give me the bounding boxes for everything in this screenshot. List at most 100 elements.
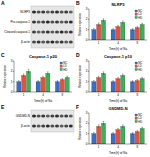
x-tick-label: 4 [42,93,44,97]
legend-entry: HD [138,120,142,124]
chart-title: Caspase-1 p20 [29,54,58,59]
error-bar [112,81,114,83]
legend-entry: HD [138,68,142,72]
y-axis-label: Relative expression [78,65,82,88]
bar [116,79,120,92]
y-axis [14,61,15,92]
error-bar [28,69,30,73]
bar [46,73,50,92]
blot-band [50,40,54,43]
blot-band [64,114,68,117]
error-bar [103,72,105,75]
x-tick-label: 8 [61,93,63,97]
legend: NCLDHD [135,113,142,123]
x-axis-label: Time(h) of Na [109,47,128,51]
legend-swatch [135,62,137,64]
x-tick-label: 1 [98,41,100,45]
bar [130,30,134,40]
blot-band [37,20,41,23]
y-tick-label: 0 [86,90,88,94]
y-tick-label: 2 [86,17,88,21]
blot-band [50,10,54,13]
error-bar [132,81,134,83]
blot-band [64,30,68,33]
blot-band [60,20,64,23]
y-tick-label: 3 [86,59,88,63]
legend-swatch [60,62,62,64]
blot-band [32,20,36,23]
y-tick-label: 3 [11,59,13,63]
blot-band [37,10,41,13]
x-axis-label: Time(h) of Na [34,99,53,103]
blot-band [46,114,50,117]
bar [140,25,144,41]
chart-title: Caspase-1 p10 [104,54,133,59]
y-tick-label: 1 [86,28,88,32]
x-axis-label: Time(h) of Na [109,99,128,103]
error-bar [117,25,119,27]
bars [92,19,145,40]
bar [92,82,96,92]
bar [121,22,125,40]
bar [140,79,144,92]
x-tick-label: 4 [117,41,119,45]
blot-band [50,124,54,127]
y-tick-label: 2 [86,121,88,125]
x-tick-label: 4 [117,93,119,97]
blot-band [32,114,36,117]
bar [116,27,120,40]
blot-band [55,114,59,117]
blot-band [69,124,73,127]
bar [97,126,101,144]
blot-band [55,20,59,23]
y-tick-label: 0 [86,38,88,42]
chart-title: NLRP3 [111,2,125,7]
error-bar [42,76,44,78]
bar [121,126,125,144]
blot-band [32,30,36,33]
x-axis-label: Time(h) of Na [109,151,128,155]
y-tick-label: 0 [86,142,88,146]
x-axis [89,92,147,93]
legend-entry: HD [138,16,142,20]
error-bar [93,81,95,83]
blot-band [32,124,36,127]
bar [121,75,125,92]
legend-swatch [135,65,137,67]
chart: Caspase-1 p10 Relative expression Time(h) … [78,54,147,103]
x-tick-label: 8 [136,41,138,45]
error-bar [66,76,68,78]
chart: Caspase-1 p20Relative expressionTime(h) … [3,54,72,103]
legend-swatch [60,65,62,67]
blot: GSDMD-Nβ-actin [16,110,74,132]
blot-band [32,40,36,43]
bar [135,28,139,40]
y-axis-label: Relative expression [78,117,82,140]
blot-band [46,124,50,127]
bar [101,20,105,40]
error-bar [62,79,64,81]
x-tick-label: 8 [136,145,138,149]
bar [36,82,40,92]
error-bar [132,29,134,31]
chart: GSDMD-NRelative expressionTime(h) of Na0… [78,106,147,155]
error-bar [141,127,143,129]
error-bar [103,19,105,22]
blot-label: NLRP3 [20,10,30,14]
y-axis [89,9,90,40]
blot-band [60,114,64,117]
bar [22,75,26,92]
error-bar [93,133,95,135]
error-bar [93,29,95,31]
legend-swatch [60,68,62,70]
error-bar [141,77,143,79]
error-bar [98,23,100,26]
blot-band [55,40,59,43]
bar [92,134,96,144]
blot-band [50,30,54,33]
y-tick-label: 1 [86,80,88,84]
blot-band [37,30,41,33]
blot-band [64,40,68,43]
figure: ANLRP3Pro-caspase-1Cleaved caspase-1β-ac… [0,0,150,157]
bar [60,80,64,92]
